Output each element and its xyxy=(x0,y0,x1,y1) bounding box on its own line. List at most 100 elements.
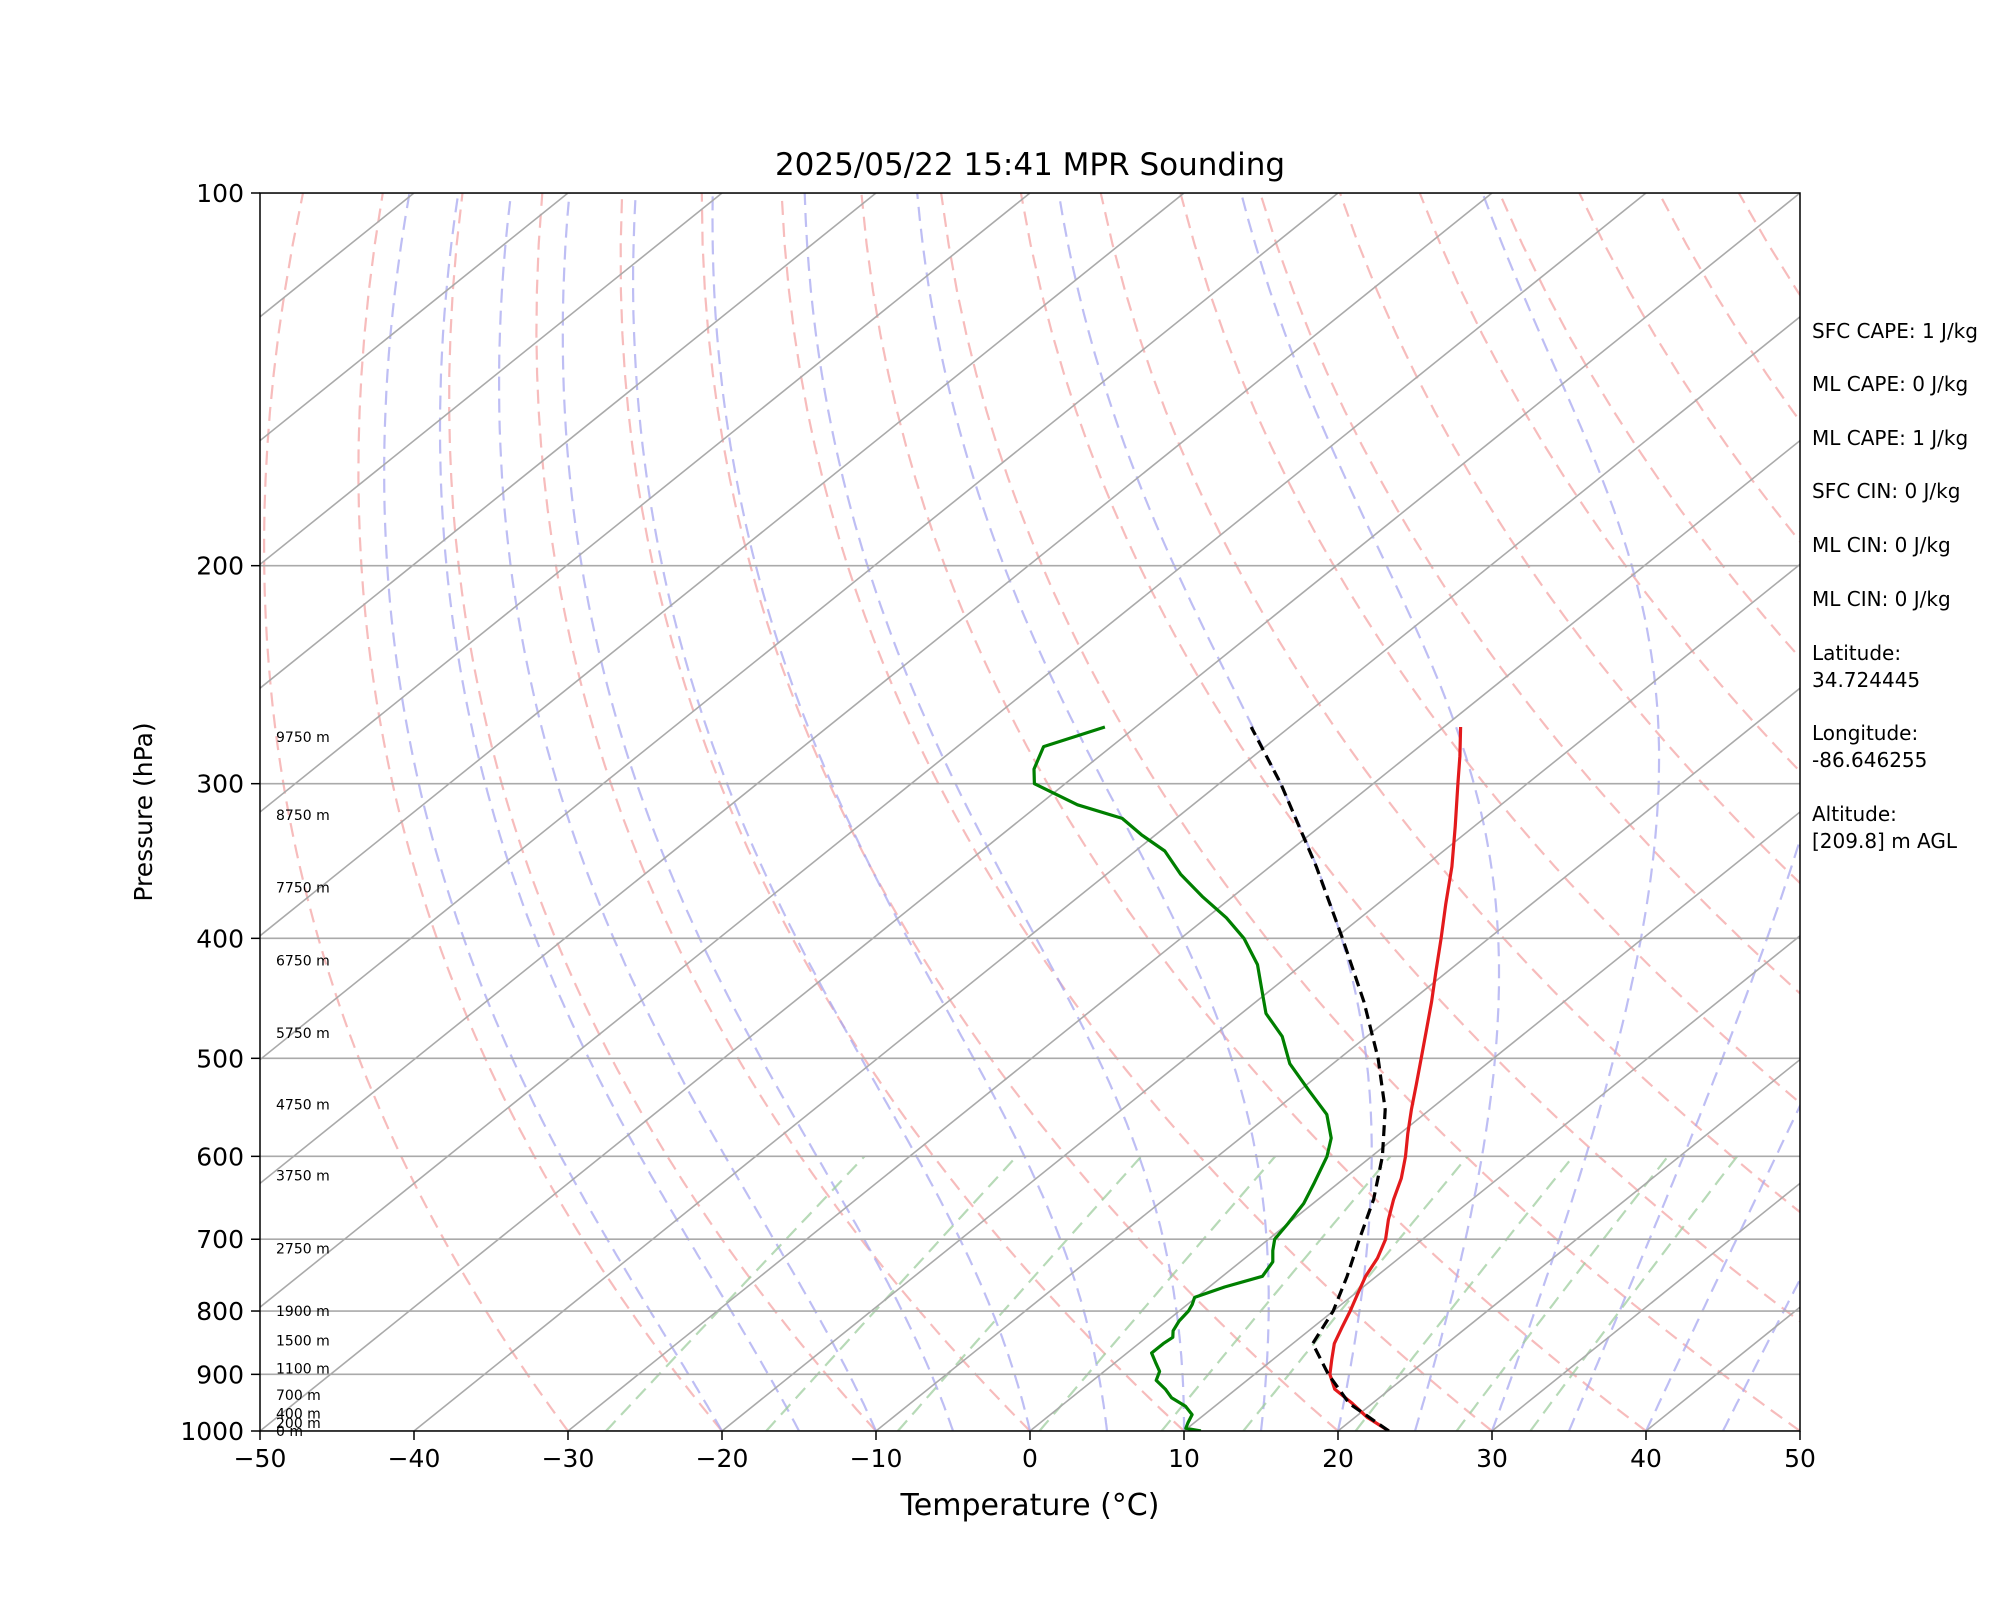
series-line-0 xyxy=(1328,726,1463,1431)
isotherm xyxy=(260,193,1647,1309)
height-label: 3750 m xyxy=(276,1169,330,1185)
y-tick-label: 500 xyxy=(196,1044,244,1073)
isotherm xyxy=(875,687,1800,1431)
annotation-text: ML CAPE: 1 J/kg xyxy=(1812,426,1968,450)
isotherm xyxy=(1337,1058,1800,1431)
isotherm xyxy=(1491,1182,1800,1431)
dry-adiabat xyxy=(1418,193,1800,773)
x-tick-label: 30 xyxy=(1476,1444,1508,1473)
y-tick-label: 1000 xyxy=(180,1417,244,1446)
dry-adiabat xyxy=(1099,193,1800,1214)
mixing-ratio-line xyxy=(1529,1155,1738,1431)
moist-adiabat xyxy=(1722,1277,1800,1431)
y-axis-label: Pressure (hPa) xyxy=(129,722,158,901)
y-tick-label: 600 xyxy=(196,1142,244,1171)
moist-adiabat xyxy=(561,193,955,1431)
dry-adiabat xyxy=(357,193,723,1431)
height-label: 7750 m xyxy=(276,881,330,897)
background-lines xyxy=(260,193,1800,1431)
isotherm xyxy=(260,193,1800,1431)
x-axis-label: Temperature (°C) xyxy=(900,1488,1160,1523)
dry-adiabat xyxy=(619,193,1185,1431)
x-tick-label: 0 xyxy=(1022,1444,1038,1473)
annotation-text: ML CIN: 0 J/kg xyxy=(1812,587,1951,611)
x-tick-label: 40 xyxy=(1630,1444,1662,1473)
y-tick-label: 900 xyxy=(196,1360,244,1389)
height-label: 9750 m xyxy=(276,730,330,746)
y-tick-label: 400 xyxy=(196,924,244,953)
y-tick-label: 100 xyxy=(196,179,244,208)
y-tick-label: 300 xyxy=(196,770,244,799)
height-label: 700 m xyxy=(276,1388,321,1404)
x-tick-label: 50 xyxy=(1784,1444,1816,1473)
annotation-text: ML CIN: 0 J/kg xyxy=(1812,533,1951,557)
annotation-text: ML CAPE: 0 J/kg xyxy=(1812,372,1968,396)
y-tick-label: 700 xyxy=(196,1225,244,1254)
x-tick-label: −30 xyxy=(542,1444,595,1473)
annotation-text: Longitude: xyxy=(1812,721,1918,745)
dry-adiabat xyxy=(1338,193,1800,885)
moist-adiabat xyxy=(803,193,1186,1431)
moist-adiabat xyxy=(1567,193,1800,1431)
y-tick-label: 200 xyxy=(196,552,244,581)
isotherm xyxy=(260,193,1031,814)
height-label: 8750 m xyxy=(276,808,330,824)
x-tick-label: −10 xyxy=(850,1444,903,1473)
moist-adiabat xyxy=(498,193,878,1431)
height-label: 2750 m xyxy=(276,1241,330,1257)
height-label: 1100 m xyxy=(276,1361,330,1377)
dry-adiabat xyxy=(1019,193,1800,1323)
x-tick-label: −50 xyxy=(234,1444,287,1473)
height-label: 200 m xyxy=(276,1416,321,1432)
isotherm xyxy=(260,193,1493,1185)
y-tick-label: 800 xyxy=(196,1297,244,1326)
isotherm xyxy=(260,193,1185,937)
mixing-ratio-line xyxy=(1455,1155,1669,1431)
moist-adiabat xyxy=(438,193,800,1431)
moist-adiabat xyxy=(632,193,1032,1431)
isotherm xyxy=(567,439,1800,1431)
dry-adiabat xyxy=(535,193,1031,1431)
moist-adiabat xyxy=(711,193,1109,1431)
x-tick-label: −20 xyxy=(696,1444,749,1473)
dry-adiabat xyxy=(448,193,877,1431)
x-tick-label: 20 xyxy=(1322,1444,1354,1473)
isotherm xyxy=(260,193,569,442)
dry-adiabat xyxy=(860,193,1647,1431)
height-label: 1500 m xyxy=(276,1333,330,1349)
x-tick-label: 10 xyxy=(1168,1444,1200,1473)
chart-title: 2025/05/22 15:41 MPR Sounding xyxy=(775,147,1285,183)
moist-adiabat xyxy=(1645,1103,1800,1431)
annotation-text: [209.8] m AGL xyxy=(1812,829,1958,853)
annotation-text: -86.646255 xyxy=(1812,748,1927,772)
annotation-text: Latitude: xyxy=(1812,641,1901,665)
x-ticks: −50 −40 −30 −20 −10 0 10 20 30 40 50 xyxy=(234,1431,1816,1473)
height-label: 5750 m xyxy=(276,1026,330,1042)
isotherm xyxy=(260,193,1339,1061)
isotherm xyxy=(260,193,723,566)
side-annotations: SFC CAPE: 1 J/kg ML CAPE: 0 J/kg ML CAPE: … xyxy=(1812,319,1978,853)
height-label: 4750 m xyxy=(276,1098,330,1114)
series-layer xyxy=(1032,725,1463,1431)
height-label: 6750 m xyxy=(276,954,330,970)
moist-adiabat xyxy=(1057,193,1373,1431)
annotation-text: SFC CAPE: 1 J/kg xyxy=(1812,319,1978,343)
dry-adiabat xyxy=(700,193,1339,1431)
isotherm xyxy=(721,563,1800,1431)
annotation-text: Altitude: xyxy=(1812,802,1897,826)
height-label: 0 m xyxy=(276,1424,303,1440)
series-line-2 xyxy=(1249,726,1390,1431)
series-line-1 xyxy=(1032,725,1333,1431)
dry-adiabat xyxy=(780,193,1493,1431)
moist-adiabat xyxy=(383,193,723,1431)
dry-adiabat xyxy=(1259,193,1800,995)
height-labels: 9750 m 8750 m 7750 m 6750 m 5750 m 4750 m 3750… xyxy=(276,730,330,1440)
y-ticks: 100 200 300 400 500 600 700 800 900 1000 xyxy=(180,179,260,1446)
annotation-text: 34.724445 xyxy=(1812,668,1920,692)
height-label: 1900 m xyxy=(276,1304,330,1320)
x-tick-label: −40 xyxy=(388,1444,441,1473)
annotation-text: SFC CIN: 0 J/kg xyxy=(1812,479,1960,503)
height-label: 400 m xyxy=(276,1407,321,1423)
